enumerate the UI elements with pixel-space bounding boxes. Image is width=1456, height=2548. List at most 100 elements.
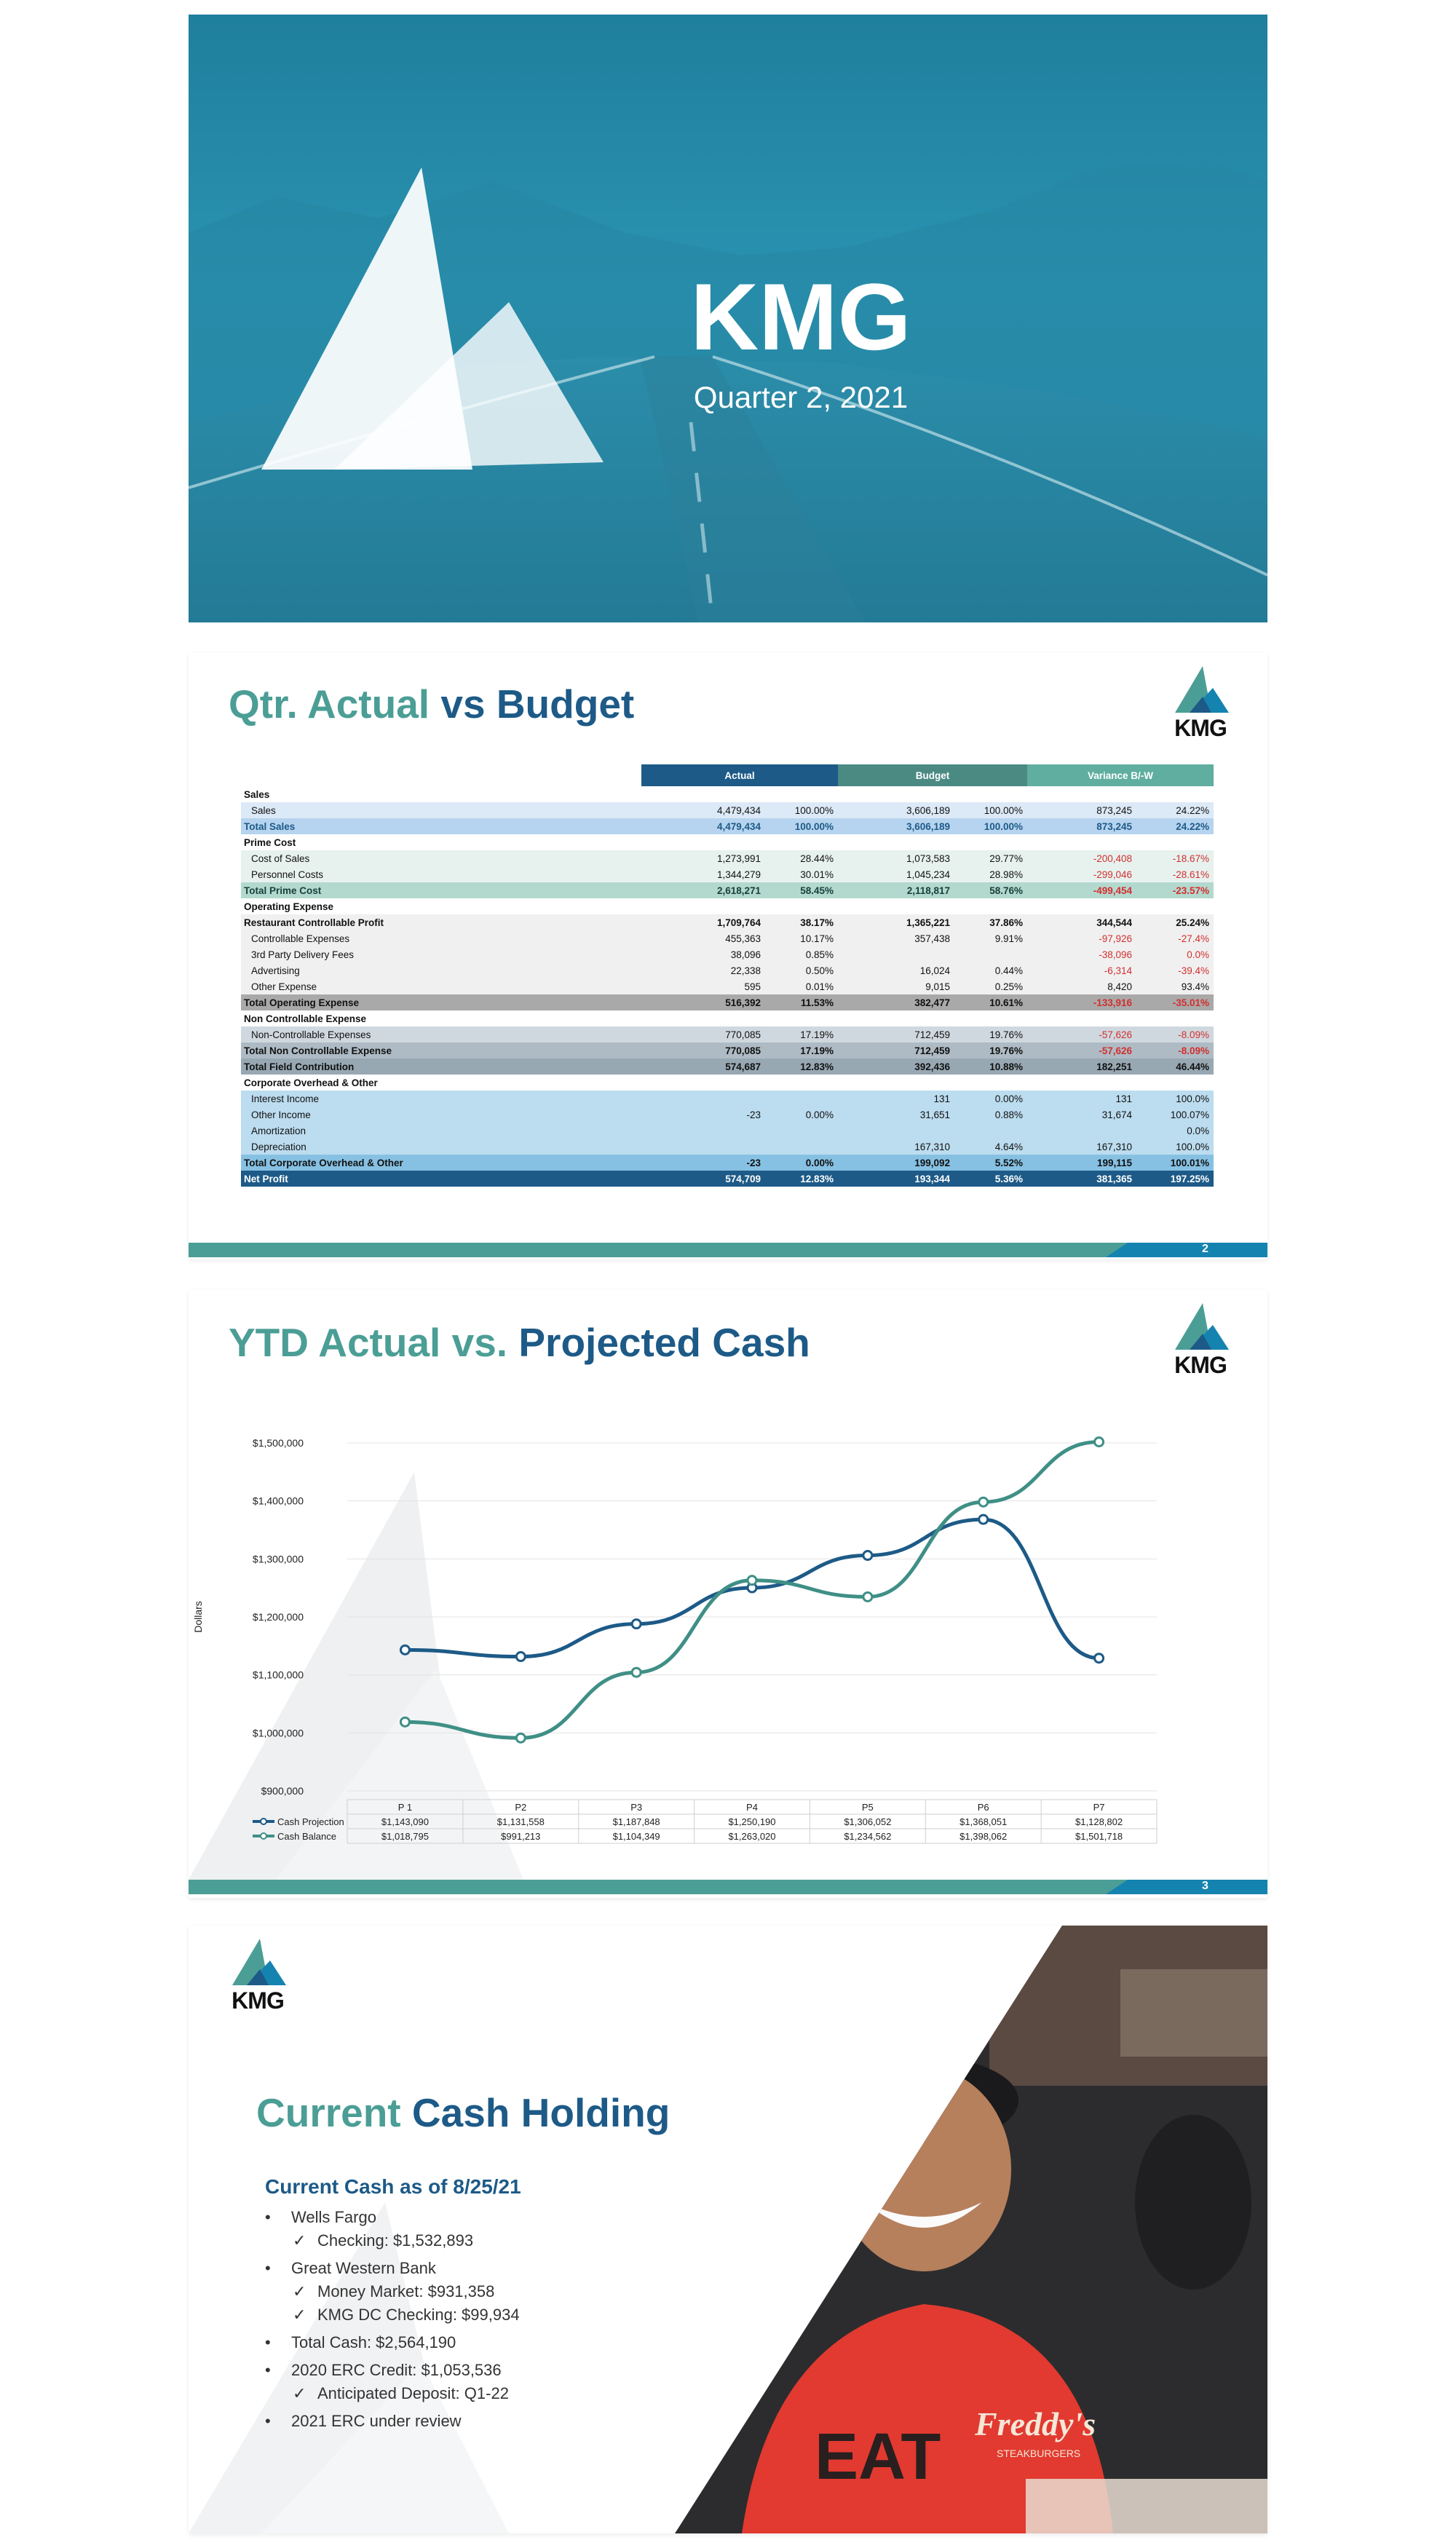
variance-percent: -27.4% (1178, 933, 1210, 944)
actual-value (641, 786, 765, 802)
row-label: Restaurant Controllable Profit (244, 917, 384, 928)
variance-percent: -8.09% (1178, 1045, 1210, 1056)
row-label: Other Income (251, 1109, 311, 1120)
actual-percent (765, 786, 838, 802)
actual-percent: 0.01% (805, 981, 834, 992)
budget-percent: 0.44% (994, 965, 1024, 976)
table-row: Restaurant Controllable Profit 1,709,764 3… (241, 914, 1214, 930)
budget-percent: 0.25% (994, 981, 1024, 992)
budget-percent: 10.61% (989, 997, 1024, 1008)
table-row: Non Controllable Expense (241, 1010, 1214, 1026)
actual-value: 2,618,271 (716, 885, 761, 896)
variance-percent: -39.4% (1178, 965, 1210, 976)
bullet-item: 2021 ERC under review (265, 2410, 520, 2433)
variance-percent: 46.44% (1176, 1061, 1210, 1072)
actual-percent: 30.01% (800, 869, 834, 880)
data-table-value: $1,306,052 (844, 1816, 891, 1827)
row-label: Non-Controllable Expenses (251, 1029, 371, 1040)
row-label: Operating Expense (244, 901, 334, 912)
x-tick-label: P7 (1093, 1802, 1105, 1813)
logo-text: KMG (1174, 715, 1227, 741)
variance-value: -299,046 (1093, 869, 1133, 880)
cash-bullet-list: Wells FargoChecking: $1,532,893 Great Wes… (265, 2206, 520, 2437)
title-part-2: Projected Cash (518, 1320, 810, 1365)
budget-percent: 29.77% (989, 852, 1024, 864)
presentation-title: KMG (690, 264, 911, 370)
page-number: 3 (1202, 1880, 1208, 1892)
table-row: Prime Cost (241, 834, 1214, 850)
table-row: Net Profit 574,709 12.83% 193,344 5.36% 381,3… (241, 1171, 1214, 1187)
actual-value: -23 (746, 1157, 761, 1168)
variance-value (1027, 1075, 1136, 1091)
row-label: Total Field Contribution (244, 1061, 355, 1072)
bullet-item: Total Cash: $2,564,190 (265, 2331, 520, 2354)
actual-percent: 100.00% (794, 820, 834, 832)
variance-value: 167,310 (1096, 1141, 1133, 1152)
data-point (746, 1575, 758, 1586)
actual-value: 455,363 (725, 933, 761, 944)
budget-percent: 5.52% (994, 1157, 1024, 1168)
actual-value: 22,338 (730, 965, 761, 976)
footer-bar (189, 1243, 1267, 1257)
data-table-value: $991,213 (501, 1831, 540, 1842)
legend-label: Cash Balance (277, 1831, 336, 1842)
variance-percent: 100.01% (1170, 1157, 1210, 1168)
budget-value: 3,606,189 (906, 820, 951, 832)
data-table-value: $1,128,802 (1075, 1816, 1123, 1827)
table-row: Interest Income 131 0.00% 131 100.0% (241, 1091, 1214, 1107)
actual-value: 1,273,991 (716, 852, 761, 864)
budget-percent: 10.88% (989, 1061, 1024, 1072)
data-table-value: $1,131,558 (497, 1816, 545, 1827)
bullet-item: Wells Fargo (265, 2206, 520, 2229)
y-tick-label: $1,500,000 (253, 1437, 304, 1449)
actual-percent (765, 1123, 838, 1139)
row-label: Total Non Controllable Expense (244, 1045, 392, 1056)
series-line-0 (405, 1517, 1099, 1661)
y-tick-label: $1,100,000 (253, 1669, 304, 1681)
variance-percent (1136, 1075, 1214, 1091)
budget-percent: 19.76% (989, 1029, 1024, 1040)
budget-value (838, 834, 954, 850)
row-label: Sales (251, 804, 276, 816)
table-row: Sales 4,479,434 100.00% 3,606,189 100.00% 873… (241, 802, 1214, 818)
actual-percent (765, 1139, 838, 1155)
budget-value: 167,310 (914, 1141, 951, 1152)
budget-percent: 100.00% (984, 804, 1024, 816)
header-variance: Variance B/-W (1027, 764, 1214, 786)
budget-value (838, 786, 954, 802)
variance-percent: -35.01% (1172, 997, 1210, 1008)
y-tick-label: $1,200,000 (253, 1611, 304, 1623)
data-table-value: $1,263,020 (728, 1831, 775, 1842)
y-tick-label: $1,400,000 (253, 1495, 304, 1507)
table-row: Advertising 22,338 0.50% 16,024 0.44% -6,314 -… (241, 962, 1214, 978)
actual-percent (765, 1075, 838, 1091)
x-tick-label: P 1 (398, 1802, 412, 1813)
budget-value: 2,118,817 (906, 885, 951, 896)
variance-percent: -28.61% (1172, 869, 1210, 880)
table-row: Personnel Costs 1,344,279 30.01% 1,045,234 2… (241, 866, 1214, 882)
budget-percent: 100.00% (984, 820, 1024, 832)
budget-percent: 0.00% (994, 1093, 1024, 1104)
title-part-1: Current (256, 2090, 401, 2135)
data-point (399, 1644, 411, 1655)
header-actual: Actual (641, 764, 839, 786)
variance-percent (1136, 1010, 1214, 1026)
table-row: Controllable Expenses 455,363 10.17% 357,43… (241, 930, 1214, 946)
x-tick-label: P4 (746, 1802, 758, 1813)
variance-value: 381,365 (1096, 1173, 1133, 1184)
data-point (862, 1591, 874, 1602)
title-part-2: vs Budget (440, 681, 635, 727)
data-point (399, 1716, 411, 1728)
bullet-item: 2020 ERC Credit: $1,053,536 (265, 2359, 520, 2382)
budget-percent (954, 1010, 1027, 1026)
variance-percent: 0.0% (1187, 949, 1210, 960)
budget-percent: 9.91% (994, 933, 1024, 944)
budget-value: 31,651 (919, 1109, 951, 1120)
actual-value: 595 (744, 981, 761, 992)
row-label: Corporate Overhead & Other (244, 1077, 378, 1088)
title-slide: KMG Quarter 2, 2021 (189, 15, 1267, 622)
actual-value: 4,479,434 (716, 820, 761, 832)
variance-percent: 24.22% (1176, 820, 1210, 832)
actual-percent: 0.85% (805, 949, 834, 960)
shirt-text-freddys: Freddy's (974, 2405, 1096, 2442)
